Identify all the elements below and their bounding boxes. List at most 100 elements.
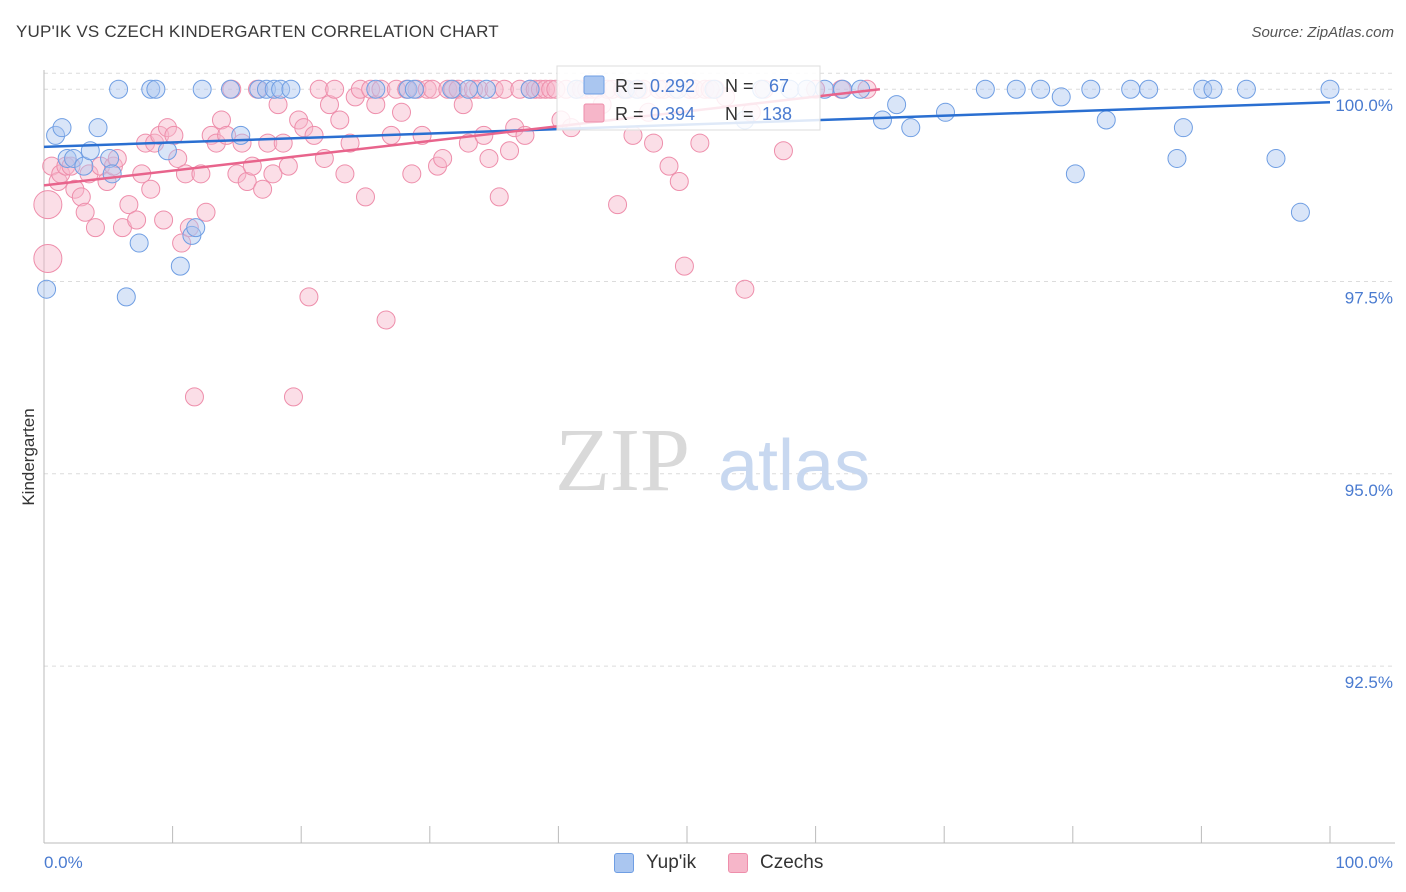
x-tick-label-0: 0.0% [44,853,83,872]
czech-point-58 [325,79,345,99]
yupik-point-65 [1290,202,1310,222]
yupik-point-4 [64,148,84,168]
czech-point-24 [154,210,174,230]
tick-labels: 100.0% 97.5% 95.0% 92.5% 0.0% 100.0% [44,96,1393,872]
czech-point-50 [283,387,303,407]
czech-point-54 [304,125,324,145]
yupik-point-16 [170,256,190,276]
czech-point-89 [484,79,504,99]
x-tick-label-1: 100.0% [1335,853,1393,872]
yupik-point-63 [1236,79,1256,99]
czech-point-134 [735,279,755,299]
czech-point-84 [458,133,478,153]
czech-point-21 [141,179,161,199]
czech-point-48 [273,133,293,153]
yupik-point-20 [220,79,240,99]
czech-point-0 [33,190,63,220]
yupik-point-64 [1266,148,1286,168]
czech-point-53 [299,287,319,307]
yupik-point-25 [271,79,291,99]
yupik-point-27 [366,79,386,99]
czech-point-129 [690,133,710,153]
yupik-point-60 [1173,118,1193,138]
yupik-point-22 [249,79,269,99]
legend-box: R = 0.292 N = 67 R = 0.394 N = 138 [556,65,821,131]
bottom-legend-label-yupik: Yup'ik [646,852,697,873]
czech-point-66 [366,95,386,115]
czech-point-75 [412,125,432,145]
yupik-point-32 [476,79,496,99]
legend-r-label-yupik: R = [615,76,644,96]
legend-r-value-yupik: 0.292 [650,76,695,96]
czech-point-15 [107,148,127,168]
yupik-point-47 [887,95,907,115]
czech-point-8 [71,187,91,207]
czech-point-137 [773,141,793,161]
legend-r-label-czechs: R = [615,104,644,124]
watermark-zip: ZIP [555,411,690,510]
chart-title: YUP'IK VS CZECH KINDERGARTEN CORRELATION… [16,22,499,41]
yupik-point-7 [88,118,108,138]
czech-point-82 [448,79,468,99]
bottom-legend: Yup'ik Czechs [0,850,1406,880]
czech-point-83 [453,95,473,115]
chart-source: Source: ZipAtlas.com [1251,24,1394,41]
bottom-legend-swatch-czechs [728,853,748,873]
czech-point-94 [510,79,530,99]
yupik-point-50 [975,79,995,99]
yupik-point-15 [157,141,177,161]
yupik-point-26 [281,79,301,99]
czech-point-32 [191,164,211,184]
yupik-point-1 [46,125,66,145]
yupik-point-57 [1121,79,1141,99]
czech-point-125 [669,172,689,192]
bottom-legend-item-czechs[interactable]: Czechs [728,852,823,874]
czech-point-39 [227,164,247,184]
czech-point-67 [371,79,391,99]
yupik-point-45 [851,79,871,99]
y-tick-label-3: 92.5% [1345,673,1393,692]
legend-n-label-yupik: N = [725,76,754,96]
czech-point-63 [350,79,370,99]
czech-point-35 [206,133,226,153]
yupik-point-9 [102,164,122,184]
czech-point-27 [168,148,188,168]
czech-point-1 [33,243,63,273]
yupik-point-28 [398,79,418,99]
czech-point-18 [127,210,147,230]
yupik-point-48 [901,118,921,138]
czech-point-126 [674,256,694,276]
czech-point-97 [525,79,545,99]
yupik-point-11 [116,287,136,307]
legend-r-value-czechs: 0.394 [650,104,695,124]
czech-point-31 [184,387,204,407]
yupik-point-51 [1006,79,1026,99]
czech-point-86 [469,79,489,99]
yupik-point-62 [1203,79,1223,99]
legend-swatch-czechs [583,103,605,123]
czech-point-57 [319,95,339,115]
czech-point-49 [278,156,298,176]
legend-n-value-yupik: 67 [769,76,789,96]
yupik-point-0 [37,279,57,299]
czech-point-40 [232,133,252,153]
yupik-point-8 [100,148,120,168]
bottom-legend-item-yupik[interactable]: Yup'ik [614,852,696,874]
legend-n-label-czechs: N = [725,104,754,124]
czech-point-123 [659,156,679,176]
czech-point-79 [433,148,453,168]
yupik-point-54 [1065,164,1085,184]
yupik-point-58 [1139,79,1159,99]
bottom-legend-swatch-yupik [614,853,634,873]
axes [43,70,1395,844]
yupik-point-18 [186,218,206,238]
yupik-point-52 [1031,79,1051,99]
y-axis-title: Kindergarten [19,408,38,505]
czech-point-88 [479,148,499,168]
czech-point-17 [119,195,139,215]
yupik-point-29 [404,79,424,99]
yupik-point-53 [1051,87,1071,107]
watermark: ZIP atlas [555,411,870,510]
czech-point-55 [309,79,329,99]
czech-point-113 [608,195,628,215]
